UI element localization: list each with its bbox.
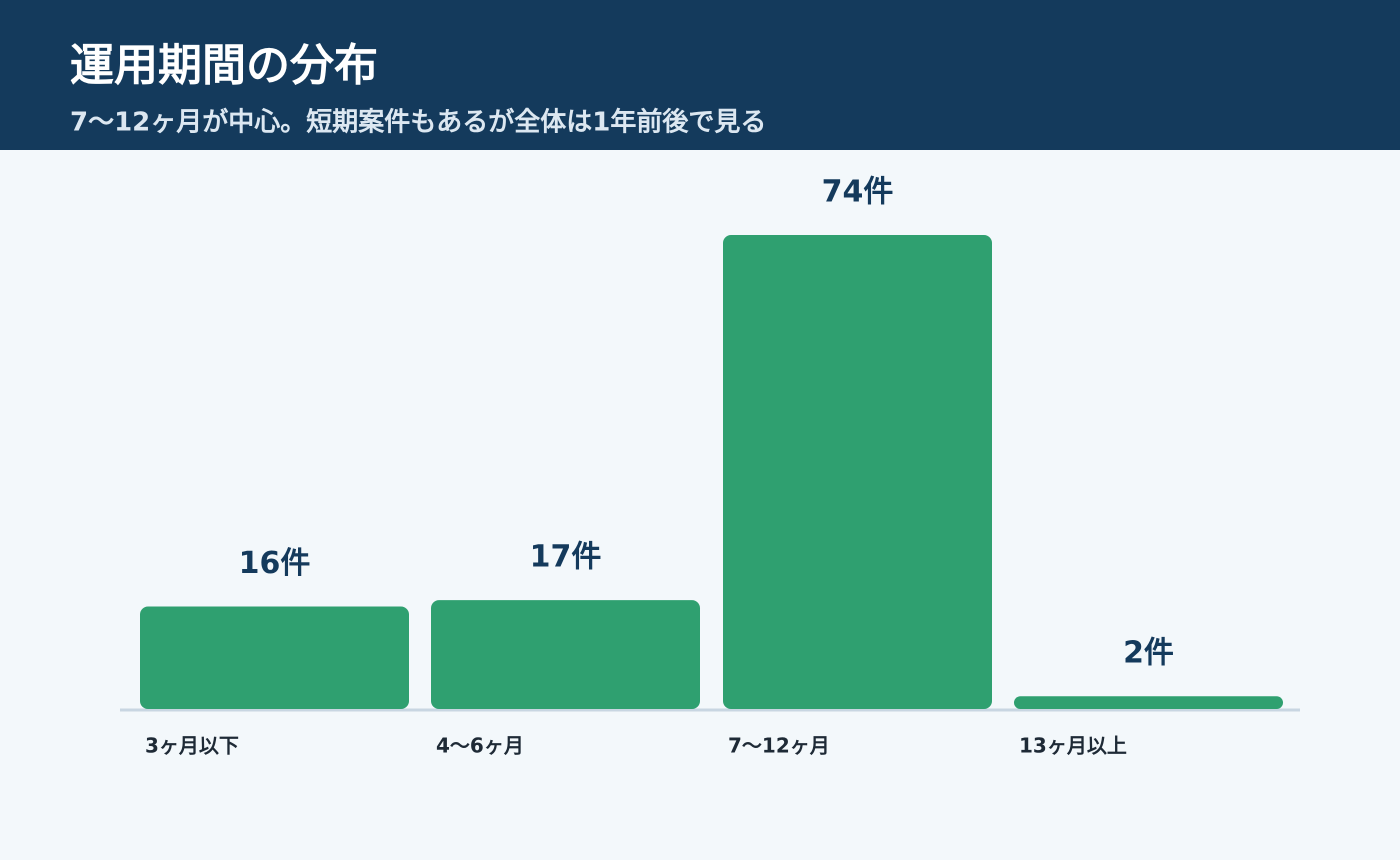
header: [0, 0, 1400, 150]
value-label: 2件: [1123, 636, 1174, 671]
x-tick-label: 3ヶ月以下: [145, 734, 239, 758]
bar: [723, 235, 992, 709]
bar: [431, 600, 700, 709]
x-tick-label: 7〜12ヶ月: [728, 734, 830, 758]
bar: [140, 606, 409, 709]
x-tick-label: 4〜6ヶ月: [436, 734, 524, 758]
chart-title: 運用期間の分布: [70, 40, 378, 91]
bar: [1014, 696, 1283, 709]
value-label: 74件: [822, 175, 894, 210]
value-label: 16件: [239, 546, 311, 581]
value-label: 17件: [530, 540, 602, 575]
x-tick-label: 13ヶ月以上: [1019, 734, 1127, 758]
chart-subtitle: 7〜12ヶ月が中心。短期案件もあるが全体は1年前後で見る: [70, 107, 766, 138]
